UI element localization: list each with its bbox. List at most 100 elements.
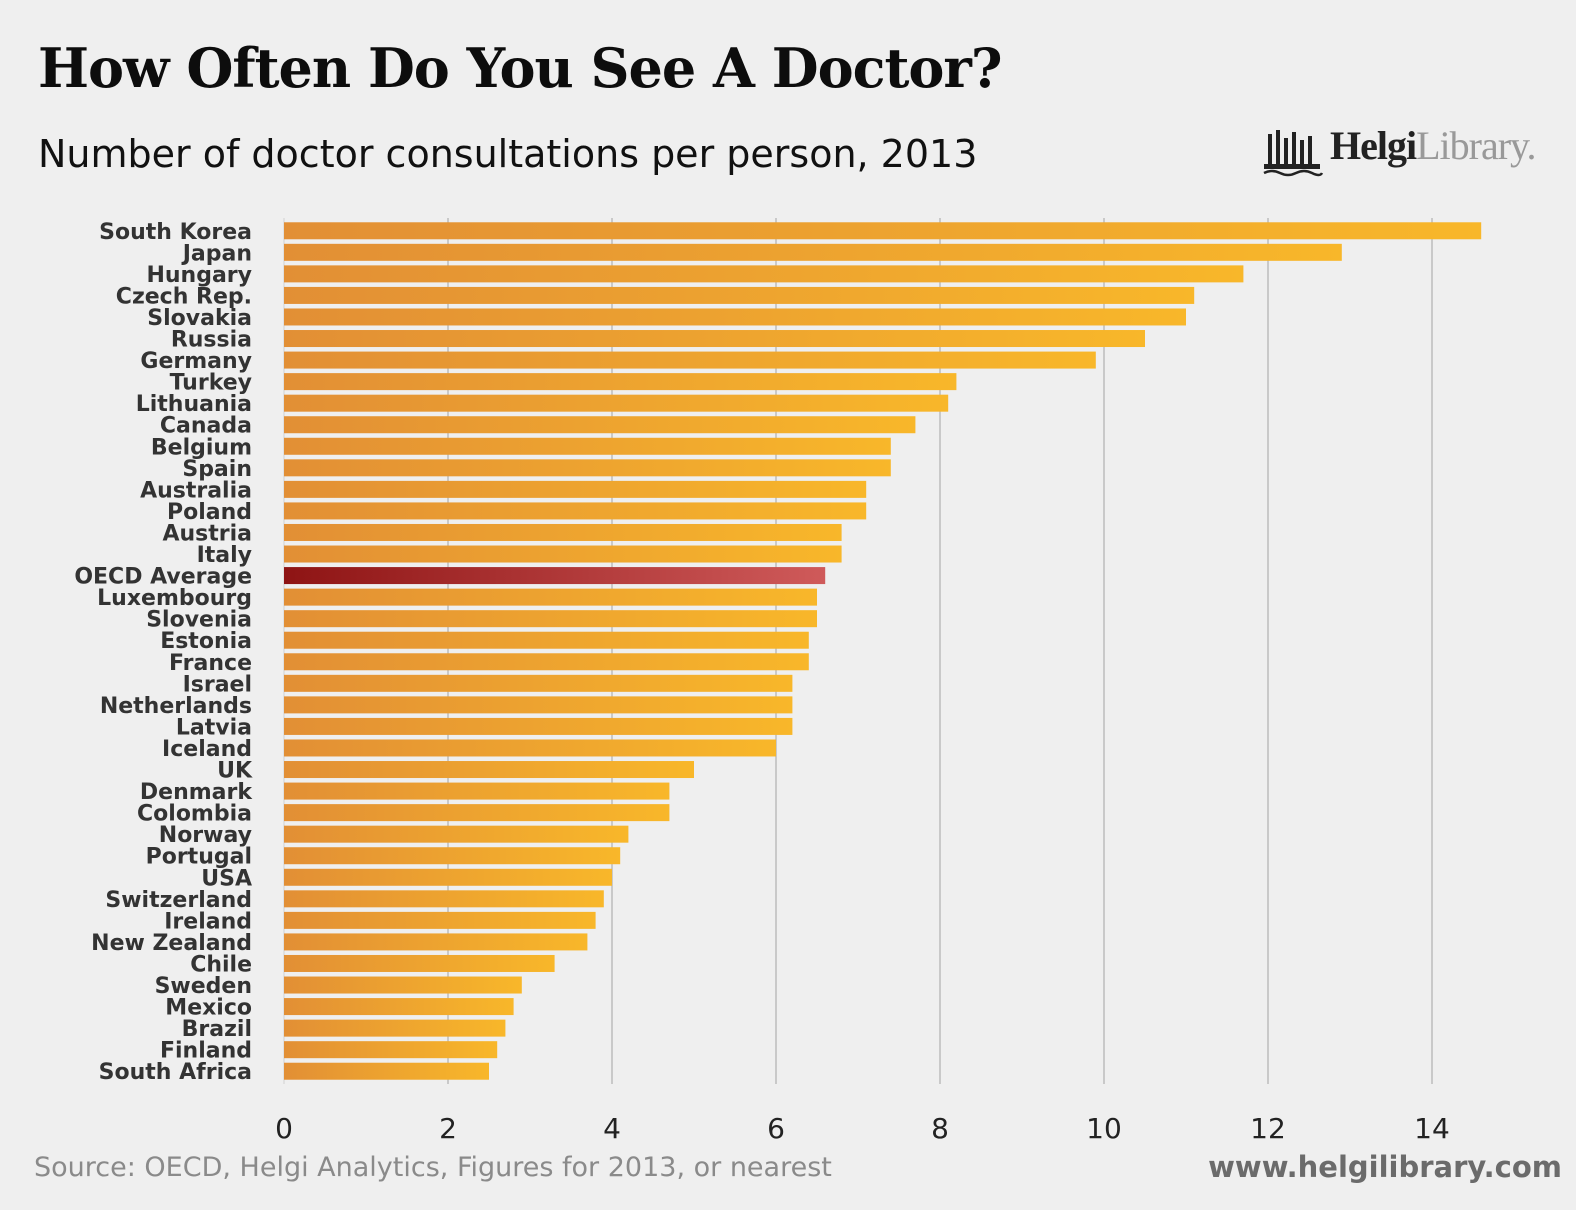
category-label: Slovakia xyxy=(147,306,252,331)
category-label: Brazil xyxy=(182,1017,252,1042)
category-label: Czech Rep. xyxy=(116,284,252,309)
category-label: Spain xyxy=(182,457,252,482)
x-tick-label: 2 xyxy=(439,1112,457,1145)
bar xyxy=(284,804,670,822)
bar xyxy=(284,1019,506,1037)
website-link[interactable]: www.helgilibrary.com xyxy=(1208,1150,1562,1184)
source-note: Source: OECD, Helgi Analytics, Figures f… xyxy=(34,1152,832,1183)
category-label: France xyxy=(169,651,252,676)
bar xyxy=(284,1062,489,1080)
bar xyxy=(284,847,621,865)
bar xyxy=(284,610,817,628)
category-label: Germany xyxy=(140,349,252,374)
bar xyxy=(284,761,694,779)
category-label: Iceland xyxy=(162,737,252,762)
bar xyxy=(284,696,793,714)
bar xyxy=(284,739,776,757)
bar xyxy=(284,998,514,1016)
gridlines xyxy=(283,218,1433,1084)
bar xyxy=(284,631,809,649)
category-label: Poland xyxy=(167,500,252,525)
x-tick-label: 6 xyxy=(767,1112,785,1145)
category-label: Russia xyxy=(171,328,252,353)
category-label: South Korea xyxy=(99,220,252,245)
bar xyxy=(284,545,842,563)
category-label: Slovenia xyxy=(146,608,252,633)
category-label: UK xyxy=(217,759,253,784)
x-tick-label: 14 xyxy=(1414,1112,1450,1145)
x-tick-label: 12 xyxy=(1250,1112,1286,1145)
category-label: Lithuania xyxy=(136,392,252,417)
category-label: South Africa xyxy=(99,1060,252,1085)
category-label: Portugal xyxy=(146,845,252,870)
category-label: Finland xyxy=(160,1039,252,1064)
bar xyxy=(284,222,1482,240)
category-label: Austria xyxy=(162,521,252,546)
logo-wordmark: HelgiLibrary. xyxy=(1330,122,1536,169)
bar xyxy=(284,351,1096,369)
library-building-icon xyxy=(1263,130,1324,177)
category-label: New Zealand xyxy=(91,931,252,956)
category-label: Luxembourg xyxy=(97,586,252,611)
bar xyxy=(284,588,817,606)
category-label: Denmark xyxy=(140,780,253,805)
category-label: Latvia xyxy=(176,715,252,740)
bar xyxy=(284,502,867,520)
bar-highlight xyxy=(284,567,826,585)
x-tick-label: 0 xyxy=(275,1112,293,1145)
bar xyxy=(284,330,1145,348)
x-tick-label: 4 xyxy=(603,1112,621,1145)
category-label: Switzerland xyxy=(105,888,252,913)
bars xyxy=(284,222,1482,1080)
bar xyxy=(284,459,891,477)
category-label: USA xyxy=(201,866,252,891)
bar xyxy=(284,976,522,994)
category-label: Turkey xyxy=(170,371,252,396)
category-label: Ireland xyxy=(164,909,252,934)
bar xyxy=(284,782,670,800)
category-label: Canada xyxy=(160,414,252,439)
bar xyxy=(284,911,596,929)
category-label: Australia xyxy=(140,478,252,503)
bar xyxy=(284,890,604,908)
logo-text-light: Library. xyxy=(1416,123,1536,168)
chart-title: How Often Do You See A Doctor? xyxy=(38,36,1003,100)
bar xyxy=(284,416,916,434)
bar xyxy=(284,1041,498,1059)
x-tick-label: 8 xyxy=(931,1112,949,1145)
category-label: Mexico xyxy=(165,996,252,1021)
category-label: Netherlands xyxy=(100,694,252,719)
logo-text-strong: Helgi xyxy=(1330,123,1417,168)
category-label: Norway xyxy=(159,823,252,848)
bar xyxy=(284,308,1186,326)
bar xyxy=(284,480,867,498)
bar xyxy=(284,373,957,391)
bar xyxy=(284,674,793,692)
category-label: OECD Average xyxy=(74,565,252,590)
bar xyxy=(284,243,1342,261)
x-axis-ticks: 0 2 4 6 8 10 12 14 xyxy=(275,1112,1450,1145)
chart-subtitle: Number of doctor consultations per perso… xyxy=(38,132,978,176)
bar xyxy=(284,825,629,843)
category-label: Colombia xyxy=(137,802,252,827)
bar xyxy=(284,523,842,541)
category-label: Sweden xyxy=(155,974,252,999)
x-tick-label: 10 xyxy=(1086,1112,1122,1145)
bar xyxy=(284,717,793,735)
bar xyxy=(284,868,612,886)
category-label: Japan xyxy=(181,241,252,266)
bar xyxy=(284,265,1244,283)
bar xyxy=(284,286,1195,304)
bar xyxy=(284,653,809,671)
category-label: Israel xyxy=(183,672,252,697)
helgi-library-logo: HelgiLibrary. xyxy=(1262,122,1552,182)
category-label: Hungary xyxy=(146,263,252,288)
bar xyxy=(284,394,949,412)
bar xyxy=(284,954,555,972)
category-label: Estonia xyxy=(160,629,252,654)
category-label: Belgium xyxy=(151,435,252,460)
category-label: Italy xyxy=(197,543,252,568)
bar xyxy=(284,437,891,455)
